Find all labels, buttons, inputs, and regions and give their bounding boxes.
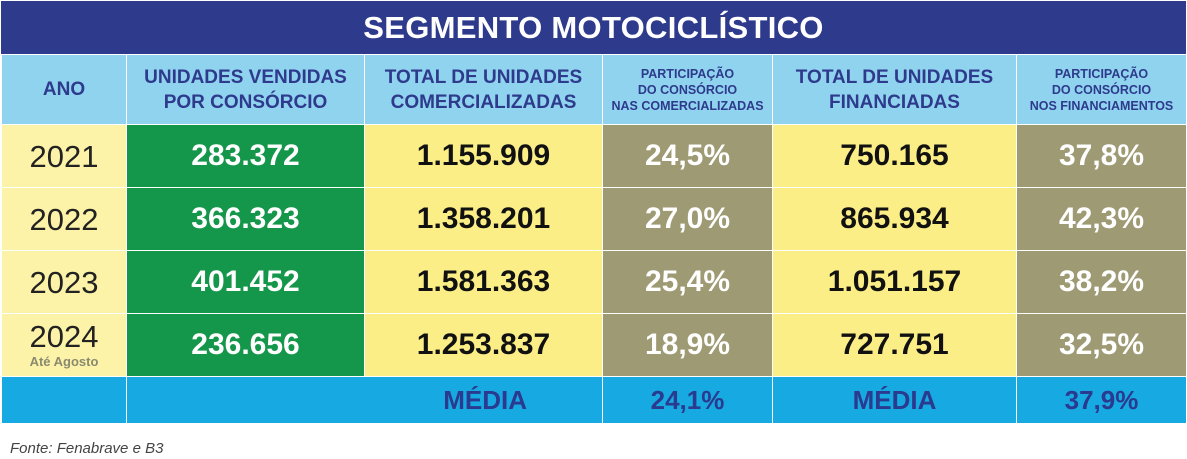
header-financiadas: TOTAL DE UNIDADES FINANCIADAS xyxy=(772,54,1017,125)
header-consorcio-line1: UNIDADES VENDIDAS xyxy=(144,66,347,88)
table-title: SEGMENTO MOTOCICLÍSTICO xyxy=(1,1,1186,54)
part-comercializadas-cell: 27,0% xyxy=(602,187,773,251)
year-cell: 2021 xyxy=(1,124,127,188)
footer-row: MÉDIA 24,1% MÉDIA 37,9% xyxy=(1,376,1187,424)
year-value: 2023 xyxy=(29,264,99,300)
year-cell: 2023 xyxy=(1,250,127,314)
header-part-comercializadas: PARTICIPAÇÃO DO CONSÓRCIO NAS COMERCIALI… xyxy=(602,54,773,125)
part-comercializadas-cell: 24,5% xyxy=(602,124,773,188)
table-row-2021: 2021 283.372 1.155.909 24,5% 750.165 37,… xyxy=(1,124,1187,188)
consorcio-cell: 401.452 xyxy=(126,250,365,314)
financiadas-cell: 865.934 xyxy=(772,187,1017,251)
year-value: 2021 xyxy=(29,138,99,174)
year-cell: 2022 xyxy=(1,187,127,251)
header-part-financiamentos: PARTICIPAÇÃO DO CONSÓRCIO NOS FINANCIAME… xyxy=(1016,54,1187,125)
year-note: Até Agosto xyxy=(29,354,99,369)
footer-media-value-2: 37,9% xyxy=(1016,376,1187,424)
source-note: Fonte: Fenabrave e B3 xyxy=(10,440,164,457)
year-cell: 2024 Até Agosto xyxy=(1,313,127,377)
header-part-com-line1: PARTICIPAÇÃO xyxy=(640,66,735,81)
part-financiamentos-cell: 42,3% xyxy=(1016,187,1187,251)
consorcio-cell: 236.656 xyxy=(126,313,365,377)
footer-media-label-2: MÉDIA xyxy=(772,376,1017,424)
financiadas-cell: 1.051.157 xyxy=(772,250,1017,314)
header-part-com-line3: NAS COMERCIALIZADAS xyxy=(611,98,764,113)
table-row-2022: 2022 366.323 1.358.201 27,0% 865.934 42,… xyxy=(1,187,1187,251)
footer-blank xyxy=(1,376,127,424)
header-comercializadas-line2: COMERCIALIZADAS xyxy=(390,91,577,113)
header-part-fin-line1: PARTICIPAÇÃO xyxy=(1054,66,1149,81)
consorcio-cell: 366.323 xyxy=(126,187,365,251)
comercializadas-cell: 1.358.201 xyxy=(364,187,603,251)
financiadas-cell: 727.751 xyxy=(772,313,1017,377)
header-consorcio: UNIDADES VENDIDAS POR CONSÓRCIO xyxy=(126,54,365,125)
header-financiadas-line2: FINANCIADAS xyxy=(829,91,960,113)
header-consorcio-line2: POR CONSÓRCIO xyxy=(163,91,328,113)
comercializadas-cell: 1.581.363 xyxy=(364,250,603,314)
table-row-2024: 2024 Até Agosto 236.656 1.253.837 18,9% … xyxy=(1,313,1187,377)
header-part-fin-line3: NOS FINANCIAMENTOS xyxy=(1029,98,1174,113)
part-financiamentos-cell: 32,5% xyxy=(1016,313,1187,377)
part-financiamentos-cell: 38,2% xyxy=(1016,250,1187,314)
comercializadas-cell: 1.253.837 xyxy=(364,313,603,377)
header-part-com-line2: DO CONSÓRCIO xyxy=(637,82,738,97)
year-value: 2024 xyxy=(29,319,99,354)
comercializadas-cell: 1.155.909 xyxy=(364,124,603,188)
header-part-fin-line2: DO CONSÓRCIO xyxy=(1051,82,1152,97)
financiadas-cell: 750.165 xyxy=(772,124,1017,188)
year-value: 2022 xyxy=(29,201,99,237)
part-financiamentos-cell: 37,8% xyxy=(1016,124,1187,188)
footer-media-value-1: 24,1% xyxy=(602,376,773,424)
footer-media-label-1: MÉDIA xyxy=(126,376,603,424)
header-comercializadas-line1: TOTAL DE UNIDADES xyxy=(384,66,583,88)
table-row-2023: 2023 401.452 1.581.363 25,4% 1.051.157 3… xyxy=(1,250,1187,314)
consorcio-cell: 283.372 xyxy=(126,124,365,188)
motorcycle-segment-table: ANO UNIDADES VENDIDAS POR CONSÓRCIO TOTA… xyxy=(1,54,1187,424)
header-financiadas-line1: TOTAL DE UNIDADES xyxy=(795,66,994,88)
part-comercializadas-cell: 18,9% xyxy=(602,313,773,377)
header-ano: ANO xyxy=(1,54,127,125)
header-row: ANO UNIDADES VENDIDAS POR CONSÓRCIO TOTA… xyxy=(1,54,1187,125)
part-comercializadas-cell: 25,4% xyxy=(602,250,773,314)
header-comercializadas: TOTAL DE UNIDADES COMERCIALIZADAS xyxy=(364,54,603,125)
